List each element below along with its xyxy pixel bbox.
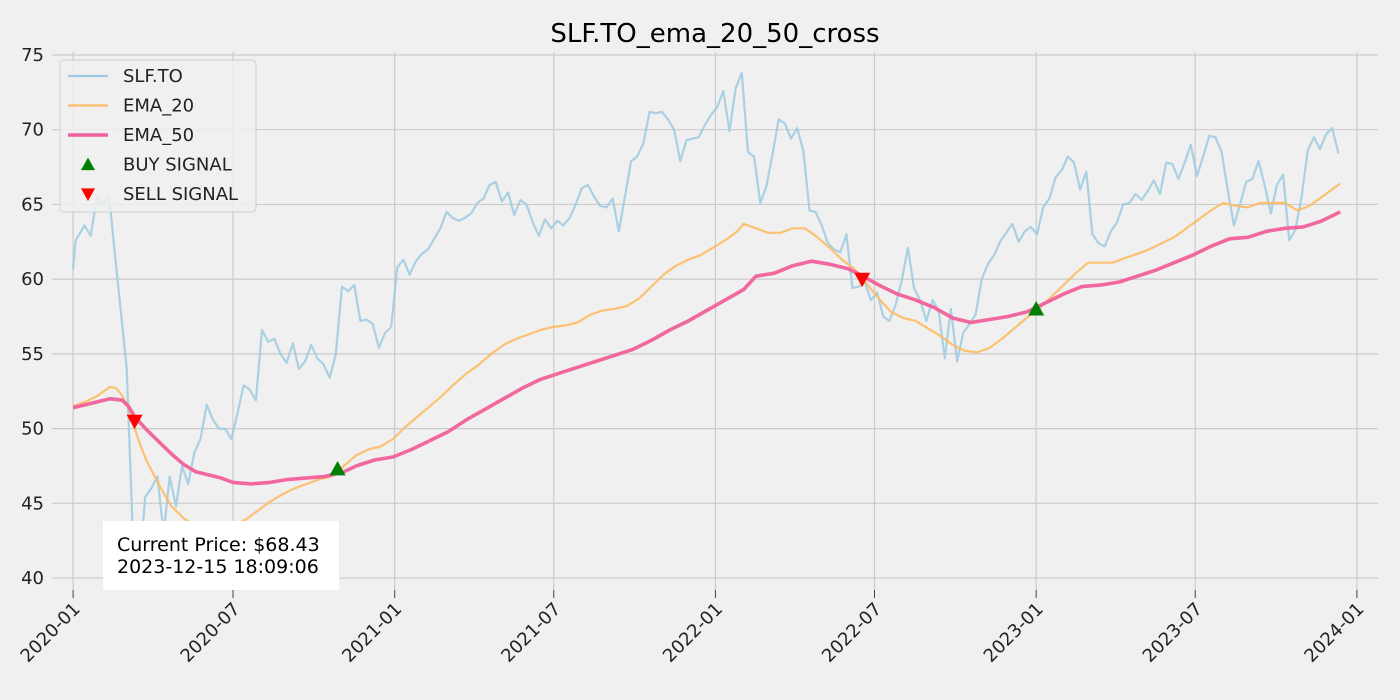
y-tick-label: 55	[21, 344, 44, 365]
y-tick-label: 75	[21, 45, 44, 66]
sell-signal-marker	[126, 414, 143, 430]
info-box: Current Price: $68.43 2023-12-15 18:09:0…	[103, 521, 339, 590]
legend-swatch-sell	[81, 188, 95, 201]
legend-box	[59, 59, 257, 213]
series-line-slf-to	[72, 71, 1340, 580]
legend: SLF.TO EMA_20 EMA_50 BUY SIGNAL SELL SIGNAL	[59, 59, 257, 213]
y-tick-label: 40	[21, 568, 44, 589]
y-tick-label: 45	[21, 493, 44, 514]
info-box-background	[103, 521, 339, 590]
chart-title: SLF.TO_ema_20_50_cross	[550, 19, 879, 49]
y-axis-ticks: 40 45 50 55 60 65 70 75	[21, 45, 44, 589]
y-tick-label: 65	[21, 194, 44, 215]
sell-signal-marker	[854, 272, 871, 288]
legend-label: BUY SIGNAL	[123, 155, 232, 176]
buy-signal-marker	[1028, 301, 1045, 316]
y-tick-label: 50	[21, 419, 44, 440]
series-line-ema-50	[72, 210, 1341, 486]
y-tick-label: 70	[21, 120, 44, 141]
timestamp-text: 2023-12-15 18:09:06	[117, 556, 319, 578]
legend-label: SELL SIGNAL	[123, 184, 238, 205]
legend-label: EMA_20	[123, 96, 194, 117]
current-price-text: Current Price: $68.43	[117, 534, 320, 556]
buy-signal-marker	[329, 460, 346, 476]
legend-swatch-buy	[81, 157, 95, 171]
y-tick-label: 60	[21, 269, 44, 290]
legend-label: EMA_50	[123, 125, 194, 146]
legend-label: SLF.TO	[123, 66, 183, 87]
signal-markers	[126, 272, 1045, 476]
